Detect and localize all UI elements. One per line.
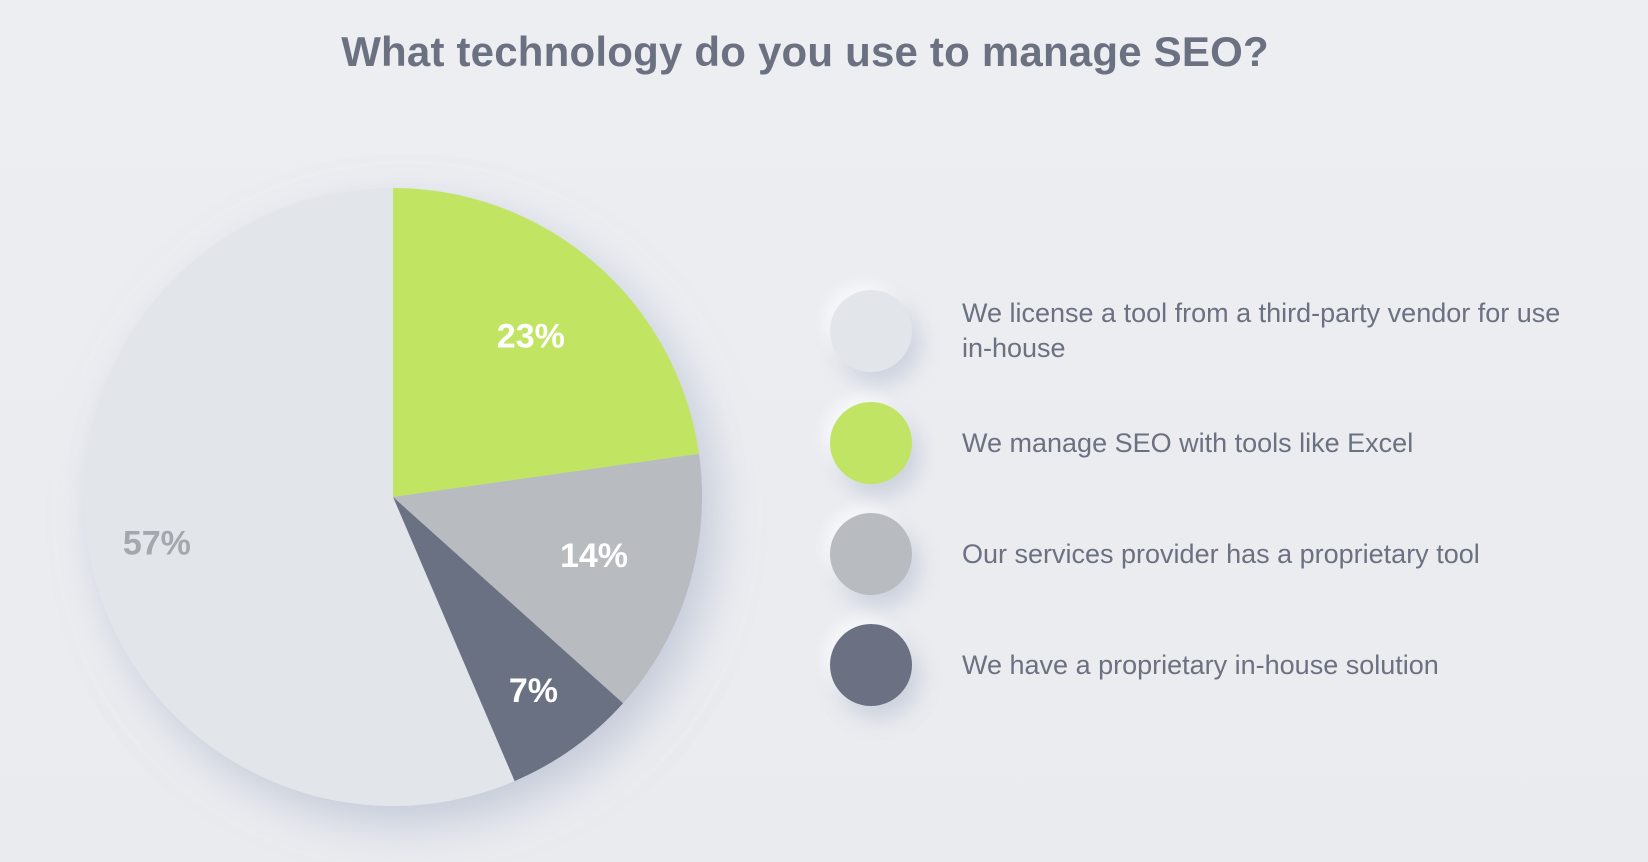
legend-label: Our services provider has a proprietary …: [962, 538, 1480, 569]
legend-swatch: [830, 624, 912, 706]
legend-swatch: [830, 402, 912, 484]
legend-label: We manage SEO with tools like Excel: [962, 427, 1414, 458]
pie-slice: [84, 188, 515, 806]
legend-swatch: [830, 513, 912, 595]
pie-slice-label: 14%: [560, 537, 628, 575]
pie-slice-label: 7%: [509, 672, 558, 710]
pie-slice-label: 23%: [497, 317, 565, 355]
legend-swatch: [830, 290, 912, 372]
legend-label: We have a proprietary in-house solution: [962, 649, 1439, 680]
pie-slice: [393, 497, 624, 782]
legend-item-third-party: We license a tool from a third-party ven…: [830, 290, 1582, 372]
legend-label: We license a tool from a third-party ven…: [962, 298, 1561, 363]
chart-title: What technology do you use to manage SEO…: [341, 28, 1269, 75]
legend-item-services-provider: Our services provider has a proprietary …: [830, 513, 1582, 595]
pie-slice-label: 57%: [123, 524, 191, 562]
legend-item-in-house: We have a proprietary in-house solution: [830, 624, 1582, 706]
pie-slice: [393, 188, 699, 497]
pie-slice: [393, 453, 702, 704]
legend-item-excel: We manage SEO with tools like Excel: [830, 402, 1582, 484]
